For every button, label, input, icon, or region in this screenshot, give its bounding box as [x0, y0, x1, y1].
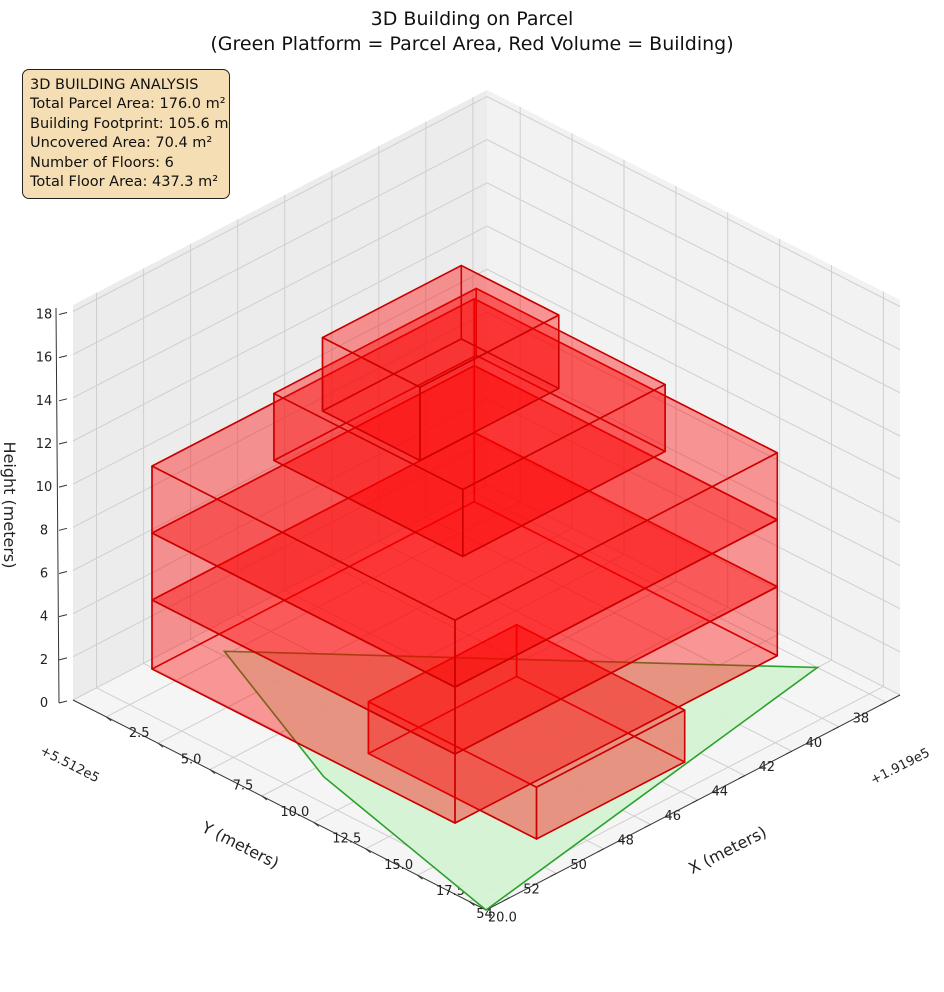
building-box-3-face-top [151, 298, 779, 621]
y-tick-label-3: 44 [711, 785, 728, 800]
grid-line-z-6 [72, 225, 901, 442]
info-box-total-floor-area: Total Floor Area: 437.3 m² [30, 173, 219, 190]
y-tick-label-2: 42 [759, 760, 776, 775]
y-tick-label-5: 48 [617, 833, 634, 848]
y-tick-mark-1 [832, 726, 840, 731]
x-tick-mark-5 [365, 848, 371, 854]
building-layer [151, 264, 779, 840]
chart-title-line-2: (Green Platform = Parcel Area, Red Volum… [210, 33, 733, 55]
info-box-footprint: Building Footprint: 105.6 m² [30, 115, 230, 132]
building-analysis-info-box: 3D BUILDING ANALYSIS Total Parcel Area: … [22, 69, 230, 199]
grid-line-z-1 [72, 441, 901, 658]
z-tick-label-5: 10 [36, 480, 53, 495]
grid-line-z-9 [72, 95, 901, 312]
x-tick-label-3: 10.0 [280, 805, 309, 820]
grid-line-z-2 [72, 398, 901, 615]
info-box-uncovered-area: Uncovered Area: 70.4 m² [30, 135, 213, 152]
z-tick-mark-1 [58, 657, 68, 661]
x-tick-mark-6 [417, 874, 423, 880]
info-box-floor-count: Number of Floors: 6 [30, 154, 174, 171]
y-axis-label: Y (meters) [198, 817, 282, 872]
x-tick-label-2: 7.5 [233, 779, 254, 794]
x-tick-mark-4 [313, 822, 320, 827]
z-axis-label: Height (meters) [0, 442, 19, 569]
z-axis-line [55, 307, 60, 704]
z-tick-label-7: 14 [36, 394, 53, 409]
info-box-heading: 3D BUILDING ANALYSIS [30, 77, 199, 93]
building-box-3 [151, 298, 779, 688]
y-tick-mark-7 [550, 872, 557, 877]
building-box-0-face-top [367, 623, 686, 788]
z-tick-mark-8 [58, 355, 68, 359]
y-axis-offset-label: +5.512e5 [37, 744, 101, 787]
y-tick-mark-8 [503, 897, 510, 902]
x-tick-label-0: 2.5 [129, 726, 150, 741]
x-tick-label-4: 12.5 [332, 831, 361, 846]
grid-line-z-4 [72, 311, 901, 528]
grid-line-z-8 [72, 139, 901, 356]
y-tick-mark-4 [691, 799, 698, 804]
building-box-0 [367, 623, 686, 840]
axis-tick-labels: 2.55.07.510.012.515.017.520.038404244464… [36, 307, 887, 926]
building-box-4-face-top [273, 287, 666, 491]
y-tick-label-7: 52 [523, 882, 540, 897]
x-tick-label-1: 5.0 [181, 752, 202, 767]
x-tick-label-7: 20.0 [488, 911, 517, 926]
building-box-5-face-top [321, 264, 560, 388]
y-tick-label-8: 54 [476, 907, 493, 922]
grid-line-z-5 [72, 268, 901, 485]
parcel-platform [222, 650, 820, 912]
grid-line-z-0 [72, 484, 901, 701]
z-tick-mark-7 [58, 398, 68, 402]
z-tick-label-8: 16 [36, 351, 53, 366]
y-tick-label-6: 50 [570, 858, 587, 873]
z-tick-mark-3 [58, 571, 68, 574]
z-tick-mark-4 [58, 527, 68, 531]
building-box-5 [321, 264, 560, 462]
info-box-parcel-area: Total Parcel Area: 176.0 m² [30, 96, 226, 113]
x-tick-mark-3 [261, 795, 268, 801]
y-tick-mark-3 [738, 775, 745, 780]
z-tick-mark-6 [58, 441, 68, 445]
z-tick-label-6: 12 [36, 437, 53, 452]
building-box-4 [273, 287, 666, 558]
z-tick-mark-5 [58, 484, 68, 488]
x-tick-label-6: 17.5 [436, 884, 465, 899]
z-tick-label-0: 0 [40, 696, 48, 711]
z-tick-label-3: 6 [40, 566, 48, 581]
z-tick-label-9: 18 [36, 307, 53, 322]
z-tick-mark-0 [58, 700, 68, 704]
x-tick-label-5: 15.0 [384, 858, 413, 873]
chart-title-line-1: 3D Building on Parcel [371, 8, 574, 30]
y-tick-mark-6 [597, 848, 604, 853]
z-tick-mark-9 [58, 311, 68, 315]
z-tick-label-1: 2 [40, 653, 48, 668]
building-box-2 [151, 364, 779, 755]
grid-line-z-3 [72, 354, 901, 571]
y-tick-mark-0 [879, 701, 887, 706]
y-tick-label-4: 46 [664, 809, 681, 824]
z-tick-label-4: 8 [40, 523, 48, 538]
y-tick-mark-2 [785, 750, 793, 755]
y-tick-mark-5 [644, 824, 651, 828]
x-axis-offset-label: +1.919e5 [868, 746, 932, 789]
x-tick-mark-1 [157, 742, 164, 748]
grid-line-z-7 [72, 182, 901, 399]
x-axis-label: X (meters) [685, 822, 769, 878]
x-tick-mark-7 [469, 901, 475, 906]
y-tick-label-1: 40 [806, 736, 823, 751]
y-tick-label-0: 38 [853, 711, 870, 726]
parcel-layer [222, 650, 820, 912]
z-tick-label-2: 4 [40, 610, 48, 625]
x-tick-mark-2 [209, 769, 216, 775]
pane-x-wall [73, 90, 487, 700]
pane-y-wall [487, 90, 900, 695]
z-tick-mark-2 [58, 614, 68, 618]
y-axis-line [72, 699, 487, 911]
x-tick-mark-0 [105, 716, 112, 722]
